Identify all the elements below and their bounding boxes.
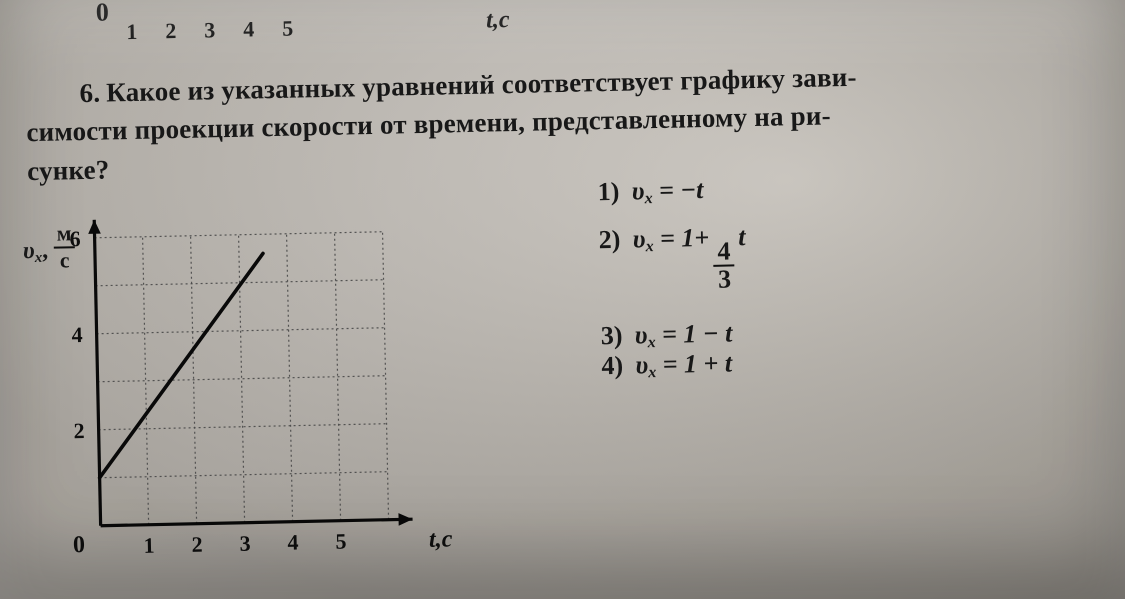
answer-options: 1) υx = −t 2) υx = 1+43t 3) υx = 1 − t 4… [597,174,748,399]
answer-number: 2) [598,225,633,256]
eq-var: υ [635,350,648,379]
answer-equation: υx = 1+43t [632,222,746,294]
y-label-sub: x [35,250,43,266]
svg-text:5: 5 [335,529,347,554]
question-line-2: симости проекции скорости от времени, пр… [26,101,831,148]
answer-number: 3) [600,320,635,351]
svg-text:0: 0 [73,532,86,558]
question-number: 6. [79,74,100,113]
eq-var: υ [631,176,644,205]
svg-text:1: 1 [143,533,155,558]
svg-text:2: 2 [73,418,85,443]
eq-rhs: = 1 − t [655,318,732,349]
page: 0 1 2 3 4 5 t,с 6.Какое из указанных ура… [0,0,1125,599]
svg-text:4: 4 [71,322,83,347]
eq-rhs: = −t [652,175,703,205]
page-content: 0 1 2 3 4 5 t,с 6.Какое из указанных ура… [0,0,1125,599]
eq-fraction: 43 [713,238,735,292]
svg-text:3: 3 [239,531,251,556]
eq-text: t [738,222,746,251]
y-label-var: υ [23,238,35,264]
prev-tick: 3 [204,17,216,43]
eq-rhs: = 1 + t [656,348,732,379]
answer-equation: υx = 1 − t [634,318,732,352]
eq-text: = 1+ [653,223,709,253]
y-unit-bot: с [54,248,75,273]
answer-option-2: 2) υx = 1+43t [598,222,746,295]
prev-axis-ticks: 1 2 3 4 5 [126,16,294,45]
frac-denominator: 3 [714,266,736,292]
svg-text:t,с: t,с [429,526,453,552]
eq-var: υ [632,224,645,253]
svg-text:4: 4 [287,530,299,555]
prev-axis-unit: t,с [486,7,510,34]
question-line-3: сунке? [27,154,110,186]
previous-chart-fragment: 0 1 2 3 4 5 t,с [55,0,486,63]
eq-var: υ [634,320,647,349]
prev-tick: 2 [165,18,177,44]
frac-numerator: 4 [713,238,735,266]
chart-svg: 246123450t,с [24,203,502,599]
y-unit-top: м [53,221,74,248]
question-text: 6.Какое из указанных уравнений соответст… [25,54,1047,190]
question-line-1: Какое из указанных уравнений соответству… [106,62,857,108]
answer-number: 1) [597,177,632,208]
y-axis-label: υx, м с [22,220,75,274]
answer-equation: υx = −t [631,175,703,208]
answer-number: 4) [601,350,636,381]
answer-equation: υx = 1 + t [635,348,732,382]
prev-zero: 0 [96,0,110,28]
answer-option-4: 4) υx = 1 + t [601,348,748,383]
prev-tick: 1 [126,19,138,45]
velocity-chart: υx, м с 246123450t,с [24,203,502,599]
answer-option-1: 1) υx = −t [597,174,744,209]
prev-tick: 5 [282,16,294,42]
prev-tick: 4 [243,16,255,42]
svg-text:2: 2 [191,532,203,557]
